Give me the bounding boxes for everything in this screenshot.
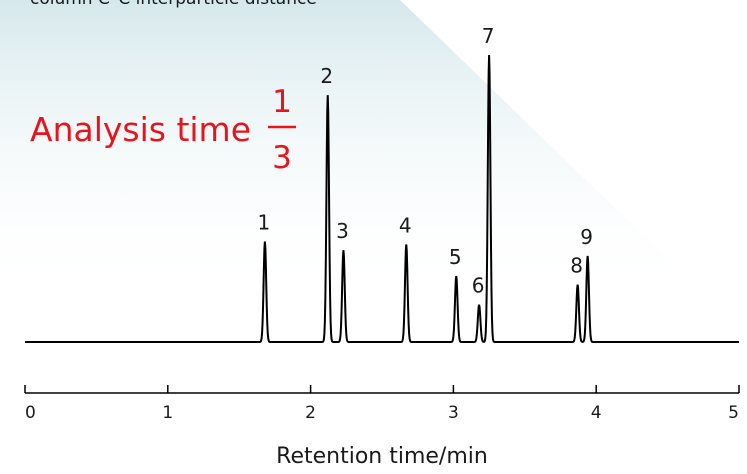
x-tick-label: 2	[305, 403, 316, 423]
peak-label-8: 8	[570, 254, 583, 278]
peak-label-3: 3	[336, 219, 349, 243]
x-tick-label: 5	[728, 403, 739, 423]
annotation-fraction-numerator: 1	[272, 84, 292, 120]
peak-label-7: 7	[482, 24, 495, 48]
peak-labels: 1 2 3 4 56 7 8 9	[258, 24, 593, 298]
peak-label-2: 2	[320, 64, 333, 88]
chromatogram-trace	[25, 54, 739, 343]
annotation-text: Analysis time	[30, 110, 251, 149]
peak-label-9: 9	[580, 225, 593, 249]
x-axis-ticks: 0 1 2 3 4 5	[24, 385, 740, 423]
x-tick-label: 3	[448, 403, 459, 423]
x-tick-label: 4	[591, 403, 602, 423]
peak-label-1: 1	[258, 211, 271, 235]
x-tick-label: 1	[162, 403, 173, 423]
peak-label-4: 4	[399, 213, 412, 237]
x-axis-label: Retention time/min	[276, 444, 488, 469]
peak-label-5: 5	[449, 245, 462, 269]
background-gradient	[0, 0, 710, 300]
x-tick-label: 0	[25, 403, 36, 423]
cut-off-header-text: column C–C interparticle distance	[30, 0, 317, 9]
analysis-time-annotation: Analysis time 1 3	[30, 84, 296, 176]
annotation-fraction-denominator: 3	[272, 140, 292, 176]
peak-label-6: 6	[472, 274, 485, 298]
